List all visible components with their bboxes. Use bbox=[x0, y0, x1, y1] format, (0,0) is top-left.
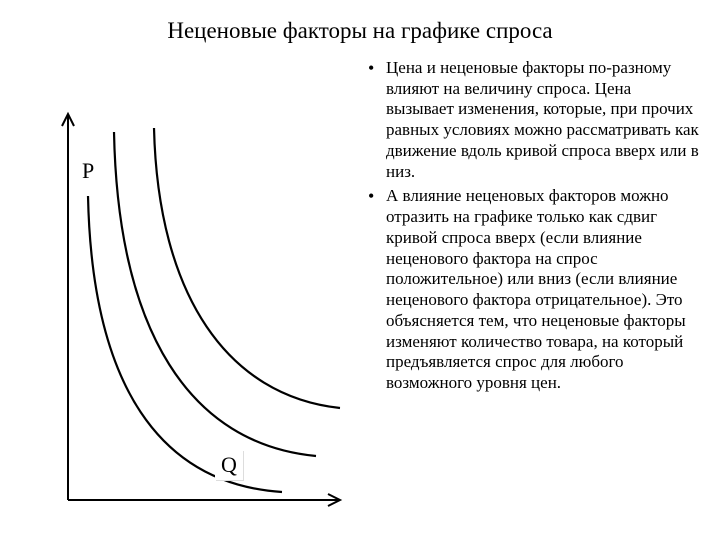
chart-panel: P Q bbox=[20, 56, 360, 531]
demand-curves bbox=[88, 128, 340, 492]
demand-curve-3 bbox=[154, 128, 340, 408]
list-item: Цена и неценовые факторы по-разному влия… bbox=[386, 58, 700, 182]
text-panel: Цена и неценовые факторы по-разному влия… bbox=[360, 56, 700, 531]
slide-title: Неценовые факторы на графике спроса bbox=[20, 18, 700, 44]
demand-curve-2 bbox=[114, 132, 316, 456]
axis-label-p: P bbox=[76, 156, 100, 186]
bullet-list: Цена и неценовые факторы по-разному влия… bbox=[366, 58, 700, 394]
list-item: А влияние неценовых факторов можно отраз… bbox=[386, 186, 700, 393]
content-row: P Q Цена и неценовые факторы по-разному … bbox=[20, 56, 700, 531]
slide-root: Неценовые факторы на графике спроса P Q … bbox=[0, 0, 720, 540]
axis-label-q: Q bbox=[215, 450, 243, 480]
demand-chart bbox=[20, 86, 360, 526]
demand-curve-1 bbox=[88, 196, 282, 492]
